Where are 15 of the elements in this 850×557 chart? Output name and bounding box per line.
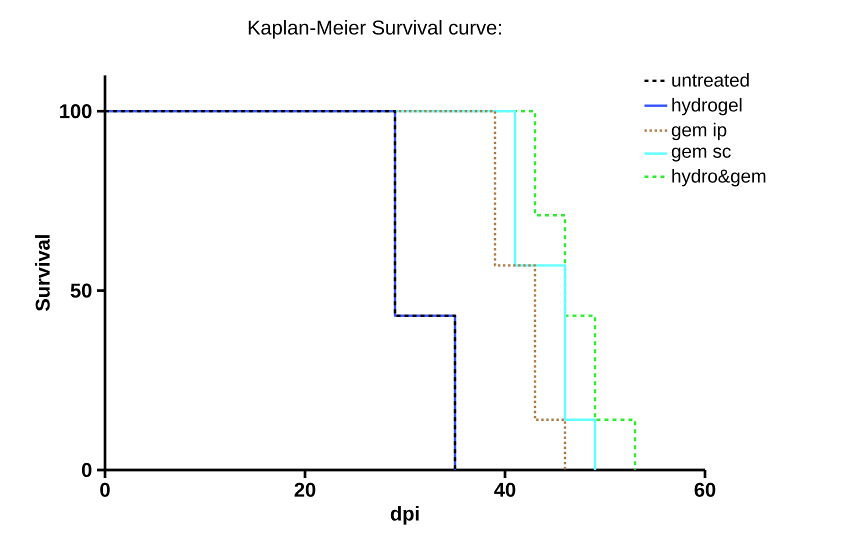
chart-title: Kaplan-Meier Survival curve:: [248, 20, 501, 39]
x-axis-title: dpi: [390, 506, 419, 525]
y-axis-title: Survival: [35, 235, 50, 311]
y-tick-label: 100: [60, 104, 92, 118]
legend-label: hydro&gem: [672, 168, 766, 186]
x-tick-label: 0: [100, 482, 110, 497]
legend-label: gem ip: [672, 122, 726, 140]
x-tick-label: 60: [694, 482, 716, 497]
y-tick-label: 0: [82, 462, 92, 478]
legend-label: hydrogel: [672, 98, 742, 116]
x-tick-label: 20: [294, 482, 316, 497]
legend-label: gem sc: [672, 148, 731, 162]
legend-label: untreated: [672, 73, 749, 87]
y-tick-label: 50: [70, 284, 92, 298]
x-tick-label: 40: [494, 482, 516, 497]
